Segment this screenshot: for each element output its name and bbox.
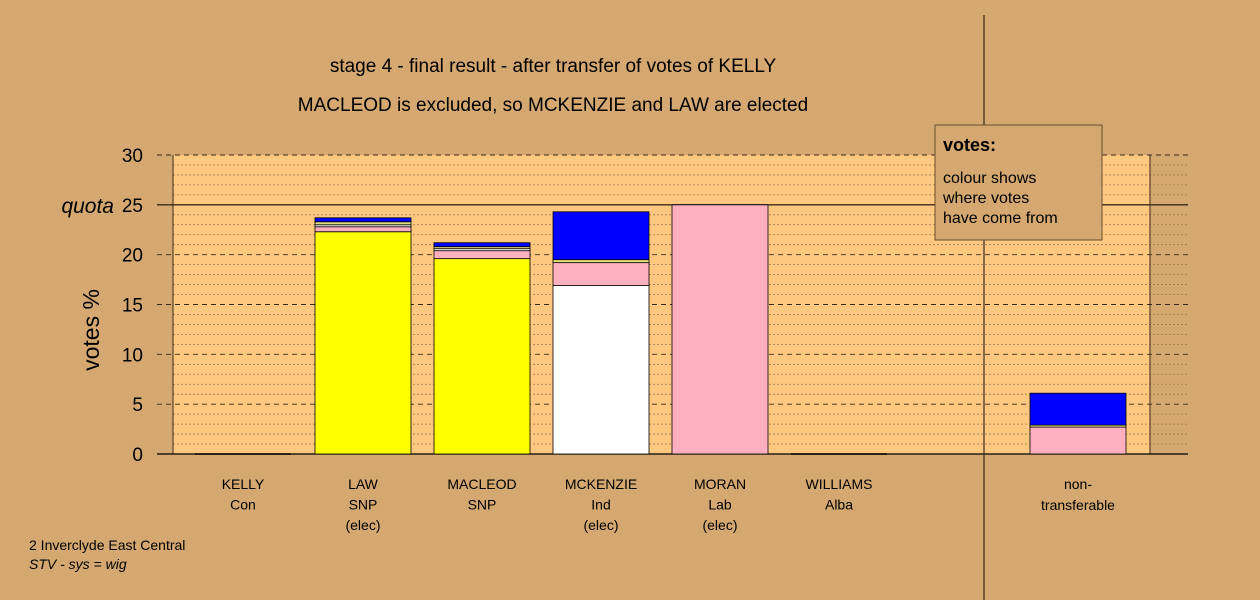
bar-segment bbox=[314, 231, 412, 455]
bars bbox=[195, 204, 1127, 455]
y-tick-label: 5 bbox=[132, 395, 143, 416]
chart-subtitle: MACLEOD is excluded, so MCKENZIE and LAW… bbox=[298, 95, 808, 116]
quota-label: quota bbox=[61, 195, 114, 218]
y-tick-label: 30 bbox=[122, 146, 143, 167]
bar-segment bbox=[552, 262, 650, 286]
category-label: SNP bbox=[468, 497, 497, 513]
footer-system: STV - sys = wig bbox=[29, 556, 127, 572]
category-label: LAW bbox=[348, 476, 379, 492]
legend-line: have come from bbox=[943, 210, 1058, 227]
legend-title: votes: bbox=[943, 135, 996, 155]
legend-box: votes: colour shows where votes have com… bbox=[934, 124, 1103, 241]
chart-title: stage 4 - final result - after transfer … bbox=[330, 56, 777, 77]
category-label: (elec) bbox=[702, 517, 737, 533]
bar-segment bbox=[314, 226, 412, 233]
legend-line: colour shows bbox=[943, 170, 1036, 187]
category-label: MORAN bbox=[694, 476, 746, 492]
category-label: MACLEOD bbox=[447, 476, 516, 492]
y-tick-label: 20 bbox=[122, 246, 143, 267]
category-label: SNP bbox=[349, 497, 378, 513]
y-tick-label: 25 bbox=[122, 196, 143, 217]
category-label: WILLIAMS bbox=[806, 476, 873, 492]
category-label: MCKENZIE bbox=[565, 476, 637, 492]
legend-line: where votes bbox=[942, 190, 1029, 207]
category-label: Lab bbox=[708, 497, 732, 513]
bar-segment bbox=[552, 259, 650, 264]
category-label: (elec) bbox=[583, 517, 618, 533]
bar-segment bbox=[433, 258, 531, 455]
y-axis-label: votes % bbox=[78, 289, 104, 371]
bar-segment bbox=[671, 204, 769, 455]
nontransferable-label: transferable bbox=[1041, 497, 1115, 513]
bar-segment bbox=[552, 285, 650, 455]
y-tick-label: 0 bbox=[132, 445, 143, 466]
bar-segment bbox=[314, 217, 412, 223]
bar-segment bbox=[1029, 392, 1127, 426]
bar-segment bbox=[433, 250, 531, 260]
category-label: Alba bbox=[825, 497, 853, 513]
category-label: (elec) bbox=[345, 517, 380, 533]
category-labels: KELLY Con LAW SNP (elec) MACLEOD SNP MCKENZIE In… bbox=[222, 476, 1115, 533]
y-tick-label: 10 bbox=[122, 345, 143, 366]
bar-segment bbox=[1029, 426, 1127, 455]
category-label: Ind bbox=[591, 497, 610, 513]
bar-segment bbox=[552, 211, 650, 261]
footer-ward: 2 Inverclyde East Central bbox=[29, 537, 185, 553]
category-label: Con bbox=[230, 497, 256, 513]
bar-segment bbox=[433, 242, 531, 248]
bar-segment bbox=[314, 221, 412, 226]
nontransferable-label: non- bbox=[1064, 476, 1092, 492]
y-tick-labels: 0 5 10 15 20 25 30 bbox=[122, 146, 143, 466]
y-tick-label: 15 bbox=[122, 296, 143, 317]
category-label: KELLY bbox=[222, 476, 265, 492]
